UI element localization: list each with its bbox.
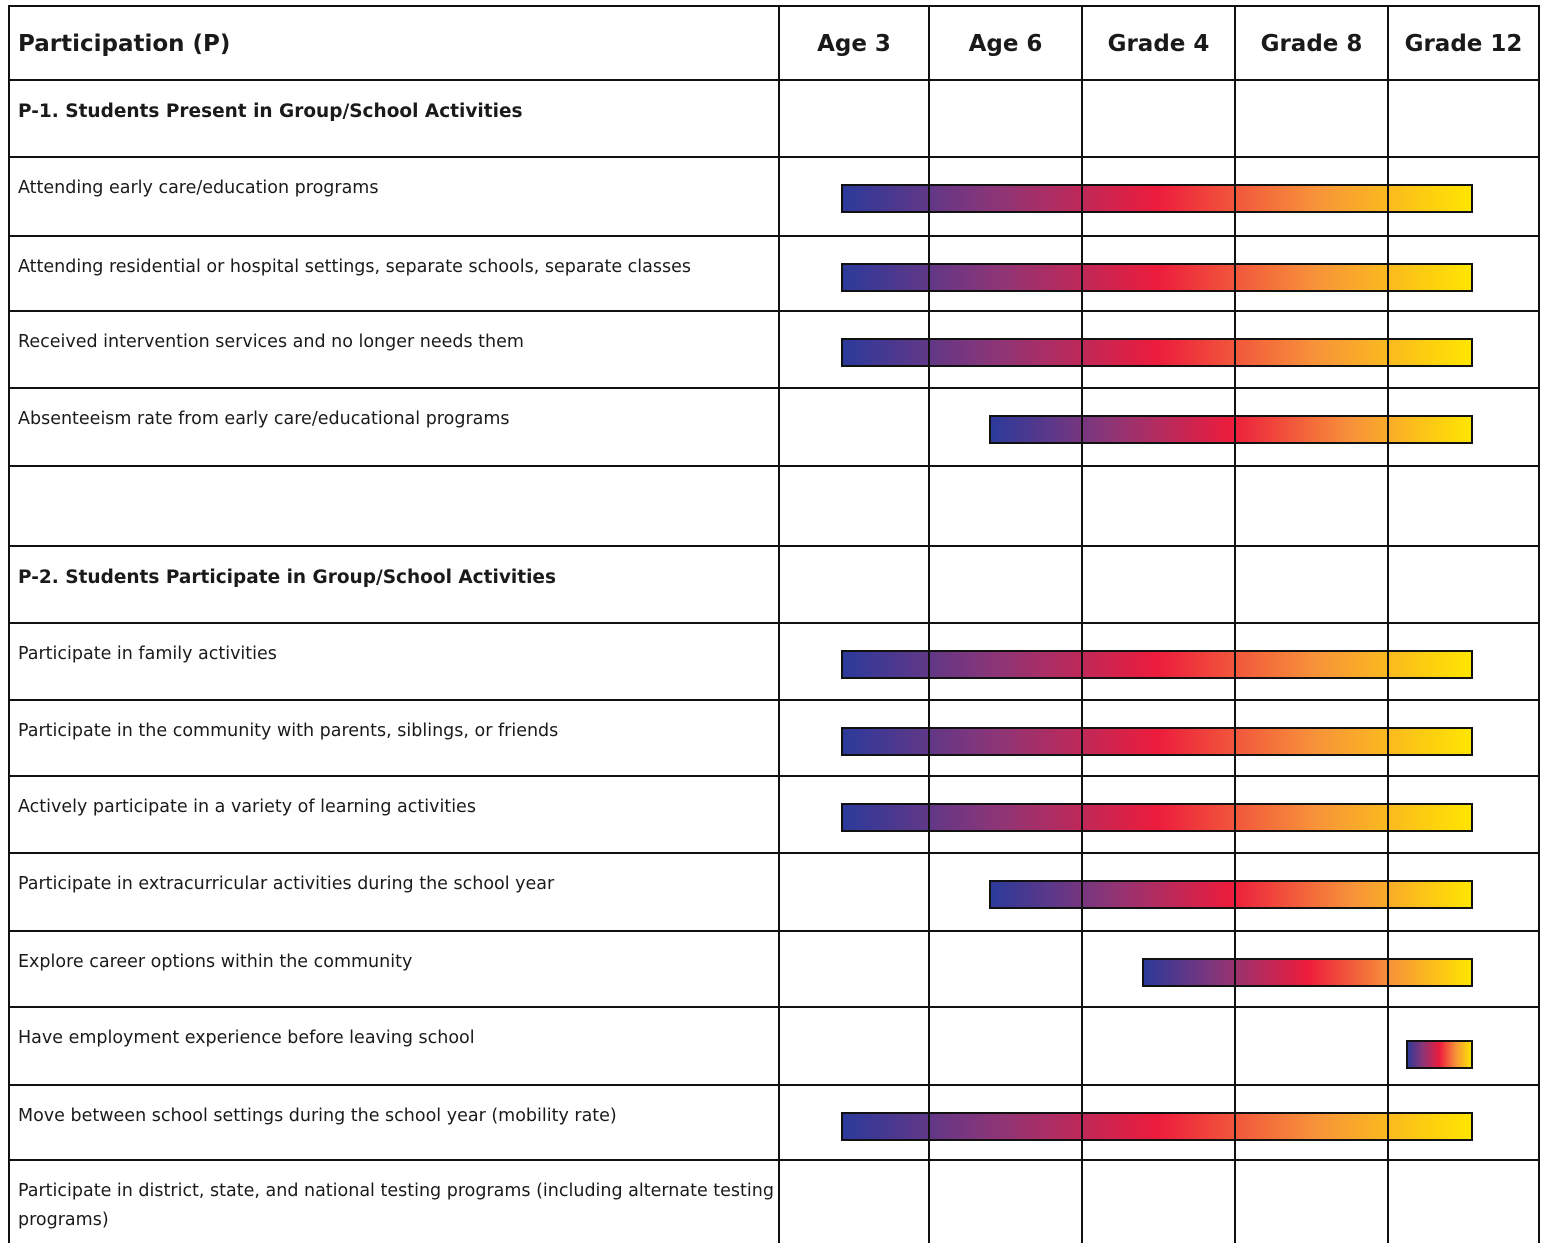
column-header: Grade 12 [1405, 31, 1523, 57]
range-bar [1406, 1040, 1473, 1069]
column-header: Grade 8 [1261, 31, 1363, 57]
range-bar [989, 880, 1473, 909]
row-label: Attending residential or hospital settin… [18, 257, 691, 277]
row-label: Participate in extracurricular activitie… [18, 874, 555, 894]
range-bar [841, 263, 1473, 292]
range-bar [841, 803, 1473, 832]
corner-label: Participation (P) [18, 31, 230, 57]
range-bar [989, 415, 1473, 444]
row-label: Have employment experience before leavin… [18, 1028, 475, 1048]
range-bar [841, 727, 1473, 756]
row-label: Received intervention services and no lo… [18, 332, 524, 352]
range-bar [841, 184, 1473, 213]
text-layer: Participation (P) Age 3 Age 6 Grade 4 Grade … [18, 31, 1522, 1230]
row-label: Absenteeism rate from early care/educati… [18, 409, 510, 429]
column-header: Grade 4 [1108, 31, 1210, 57]
row-label: Explore career options within the commun… [18, 952, 412, 972]
grid-layer [8, 5, 1540, 1243]
range-bar [841, 650, 1473, 679]
table-border [8, 5, 1540, 1243]
section-title: P-2. Students Participate in Group/Schoo… [18, 567, 556, 588]
bars-layer [841, 184, 1473, 1141]
row-label: Attending early care/education programs [18, 178, 378, 198]
row-label: Move between school settings during the … [18, 1106, 617, 1126]
range-bar [841, 338, 1473, 367]
row-label: programs) [18, 1210, 109, 1230]
column-header: Age 6 [969, 31, 1043, 57]
range-bar [1142, 958, 1473, 987]
row-label: Actively participate in a variety of lea… [18, 797, 476, 817]
range-bar [841, 1112, 1473, 1141]
column-header: Age 3 [817, 31, 891, 57]
row-label: Participate in the community with parent… [18, 721, 558, 741]
row-label: Participate in district, state, and nati… [18, 1181, 774, 1201]
row-label: Participate in family activities [18, 644, 277, 664]
section-title: P-1. Students Present in Group/School Ac… [18, 101, 523, 122]
